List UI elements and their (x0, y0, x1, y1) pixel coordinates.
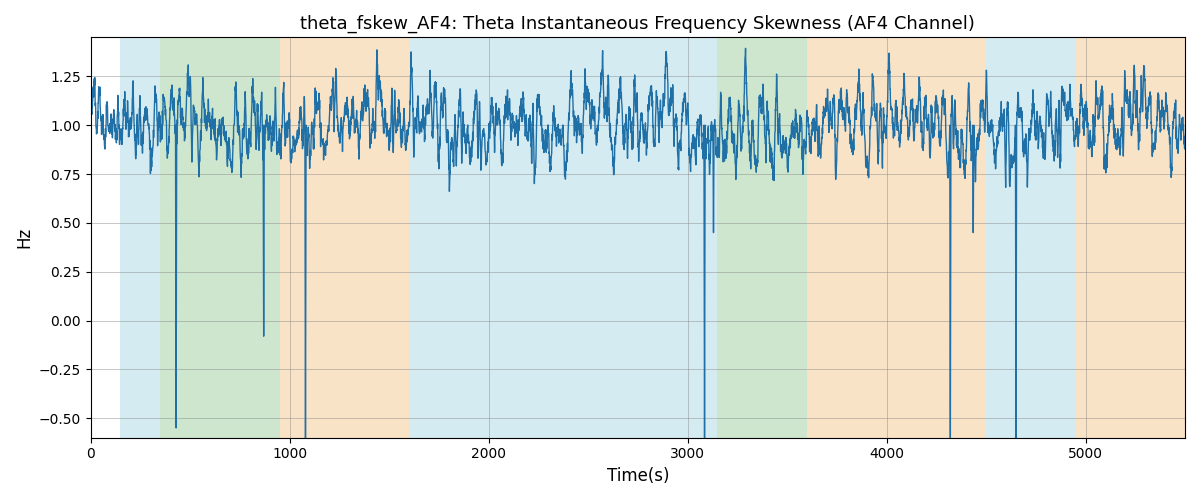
Bar (718, 38, 806, 438)
Y-axis label: Hz: Hz (14, 227, 32, 248)
Bar (409, 38, 697, 438)
Title: theta_fskew_AF4: Theta Instantaneous Frequency Skewness (AF4 Channel): theta_fskew_AF4: Theta Instantaneous Fre… (300, 15, 976, 34)
Bar (806, 38, 986, 438)
X-axis label: Time(s): Time(s) (606, 467, 670, 485)
Bar (986, 38, 1075, 438)
Bar (1075, 38, 1186, 438)
Bar (697, 38, 718, 438)
Bar (280, 38, 409, 438)
Bar (160, 38, 280, 438)
Bar (120, 38, 160, 438)
